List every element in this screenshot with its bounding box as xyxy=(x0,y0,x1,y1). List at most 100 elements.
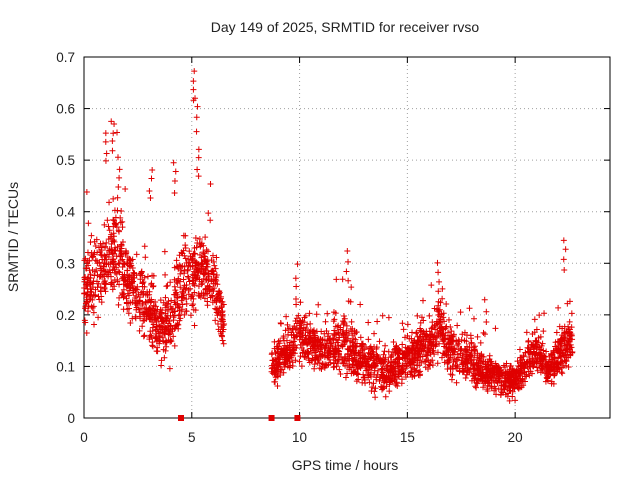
data-point xyxy=(440,314,447,321)
data-point xyxy=(172,324,179,331)
x-tick-label: 10 xyxy=(292,430,307,445)
data-point xyxy=(190,86,197,93)
data-point xyxy=(480,384,487,391)
data-point xyxy=(164,282,171,289)
data-point xyxy=(464,360,471,367)
data-point xyxy=(110,230,117,237)
data-point xyxy=(457,309,464,316)
gap-marker xyxy=(294,415,301,421)
data-point xyxy=(340,313,347,320)
data-point xyxy=(506,366,513,373)
data-point xyxy=(312,349,319,356)
data-point xyxy=(440,330,447,337)
data-point xyxy=(181,311,188,318)
data-point xyxy=(139,300,146,307)
data-point xyxy=(220,340,227,347)
data-point xyxy=(135,306,142,313)
data-point xyxy=(553,347,560,354)
data-point xyxy=(363,344,370,351)
data-point xyxy=(522,373,529,380)
data-point xyxy=(420,317,427,324)
data-point xyxy=(207,181,214,188)
data-point xyxy=(556,323,563,330)
data-point xyxy=(398,380,405,387)
data-point xyxy=(345,335,352,342)
data-point xyxy=(297,299,304,306)
data-point xyxy=(555,342,562,349)
data-point xyxy=(527,349,534,356)
data-point xyxy=(100,263,107,270)
data-point xyxy=(144,298,151,305)
data-point xyxy=(204,298,211,305)
data-point xyxy=(457,345,464,352)
data-point xyxy=(149,339,156,346)
data-point xyxy=(127,319,134,326)
data-point xyxy=(159,326,166,333)
data-point xyxy=(110,195,117,202)
data-point xyxy=(480,329,487,336)
y-tick-label: 0 xyxy=(67,411,75,426)
data-point xyxy=(158,357,165,364)
data-point xyxy=(274,373,281,380)
data-point xyxy=(176,304,183,311)
data-point xyxy=(564,349,571,356)
data-point xyxy=(168,338,175,345)
data-point xyxy=(345,298,352,305)
y-tick-label: 0.5 xyxy=(56,153,75,168)
data-point xyxy=(460,350,467,357)
data-point xyxy=(84,249,91,256)
data-point xyxy=(559,370,566,377)
data-point xyxy=(172,287,179,294)
data-point xyxy=(340,359,347,366)
data-point xyxy=(152,298,159,305)
data-point xyxy=(90,303,97,310)
data-point xyxy=(82,300,89,307)
data-point xyxy=(441,335,448,342)
data-points xyxy=(81,68,576,404)
data-point xyxy=(97,248,104,255)
data-point xyxy=(115,227,122,234)
data-point xyxy=(481,296,488,303)
data-point xyxy=(102,130,109,137)
data-point xyxy=(343,331,350,338)
data-point xyxy=(411,366,418,373)
data-point xyxy=(141,243,148,250)
data-point xyxy=(190,306,197,313)
data-point xyxy=(341,341,348,348)
data-point xyxy=(563,346,570,353)
data-point xyxy=(192,262,199,269)
data-point xyxy=(378,366,385,373)
data-point xyxy=(543,356,550,363)
data-point xyxy=(337,353,344,360)
data-point xyxy=(539,340,546,347)
data-point xyxy=(400,326,407,333)
data-point xyxy=(290,338,297,345)
data-point xyxy=(385,314,392,321)
data-point xyxy=(167,303,174,310)
data-point xyxy=(468,335,475,342)
data-point xyxy=(89,280,96,287)
data-point xyxy=(459,361,466,368)
data-point xyxy=(357,334,364,341)
data-point xyxy=(496,368,503,375)
data-point xyxy=(532,343,539,350)
data-point xyxy=(181,267,188,274)
data-point xyxy=(463,332,470,339)
data-point xyxy=(413,330,420,337)
data-point xyxy=(327,335,334,342)
data-point xyxy=(369,384,376,391)
data-point xyxy=(136,309,143,316)
data-point xyxy=(123,300,130,307)
data-point xyxy=(475,363,482,370)
data-point xyxy=(131,270,138,277)
data-point xyxy=(137,271,144,278)
data-point xyxy=(102,157,109,164)
data-point xyxy=(497,378,504,385)
data-point xyxy=(281,358,288,365)
data-point xyxy=(118,208,125,215)
data-point xyxy=(124,306,131,313)
data-point xyxy=(114,244,121,251)
data-point xyxy=(206,288,213,295)
data-point xyxy=(295,312,302,319)
data-point xyxy=(399,320,406,327)
